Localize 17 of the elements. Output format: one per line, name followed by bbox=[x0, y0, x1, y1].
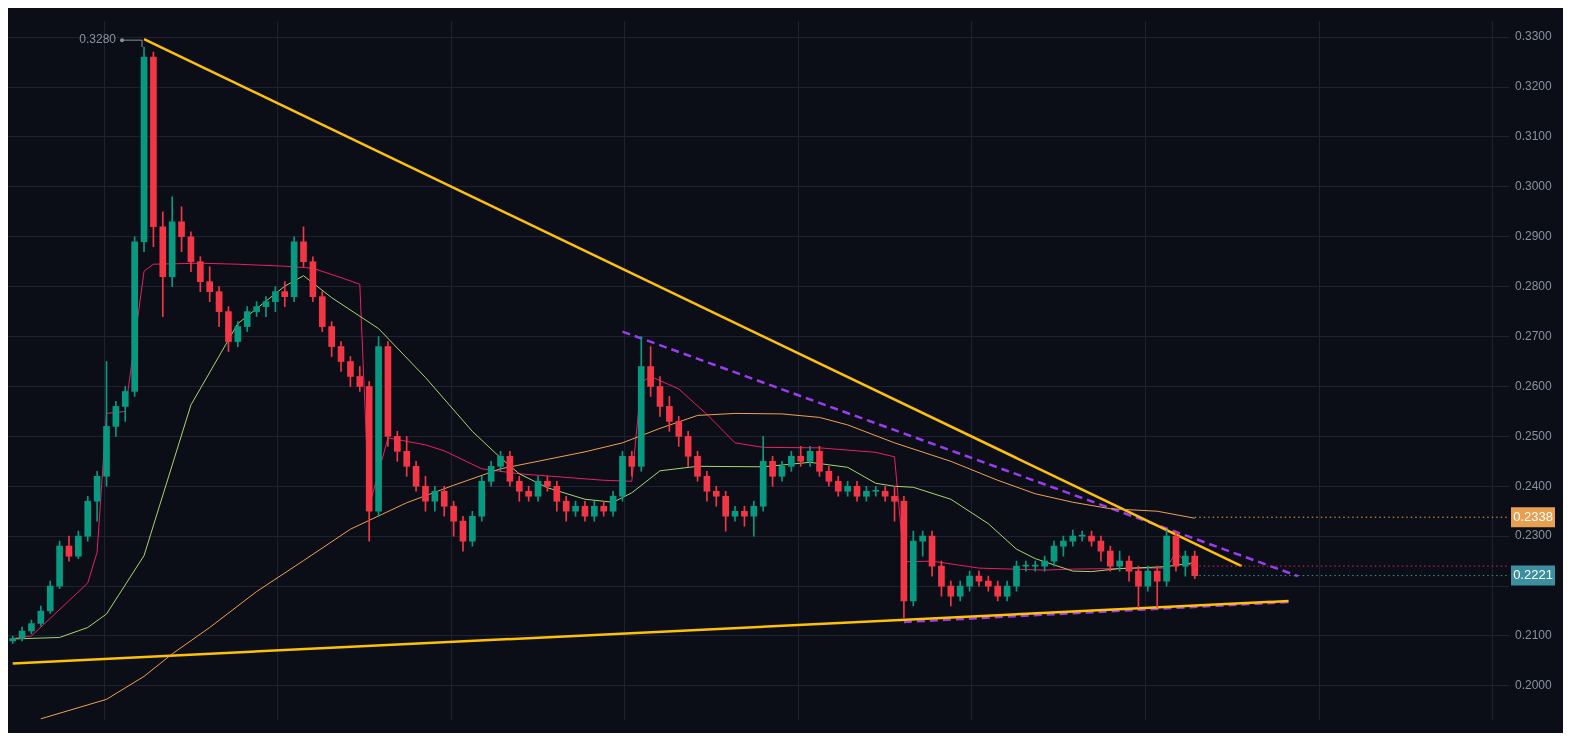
ref-line-label: 0.2221 bbox=[1513, 567, 1553, 583]
y-tick-label: 0.2600 bbox=[1515, 378, 1553, 393]
annotation: 0.3280 bbox=[79, 32, 117, 47]
ref-line-label: 0.2338 bbox=[1513, 508, 1553, 524]
y-tick-label: 0.2000 bbox=[1515, 678, 1553, 693]
y-tick-label: 0.2900 bbox=[1515, 229, 1553, 244]
y-tick-label: 0.2300 bbox=[1515, 528, 1553, 543]
y-tick-label: 0.2800 bbox=[1515, 278, 1553, 293]
y-tick-label: 0.2700 bbox=[1515, 328, 1553, 343]
y-tick-label: 0.3100 bbox=[1515, 129, 1553, 144]
y-tick-label: 0.2100 bbox=[1515, 628, 1553, 643]
y-tick-label: 0.3000 bbox=[1515, 179, 1553, 194]
y-tick-label: 0.3200 bbox=[1515, 79, 1553, 94]
y-tick-label: 0.2500 bbox=[1515, 428, 1553, 443]
y-tick-label: 0.2400 bbox=[1515, 478, 1553, 493]
candlestick bbox=[872, 485, 880, 497]
y-tick-label: 0.3300 bbox=[1515, 29, 1553, 44]
